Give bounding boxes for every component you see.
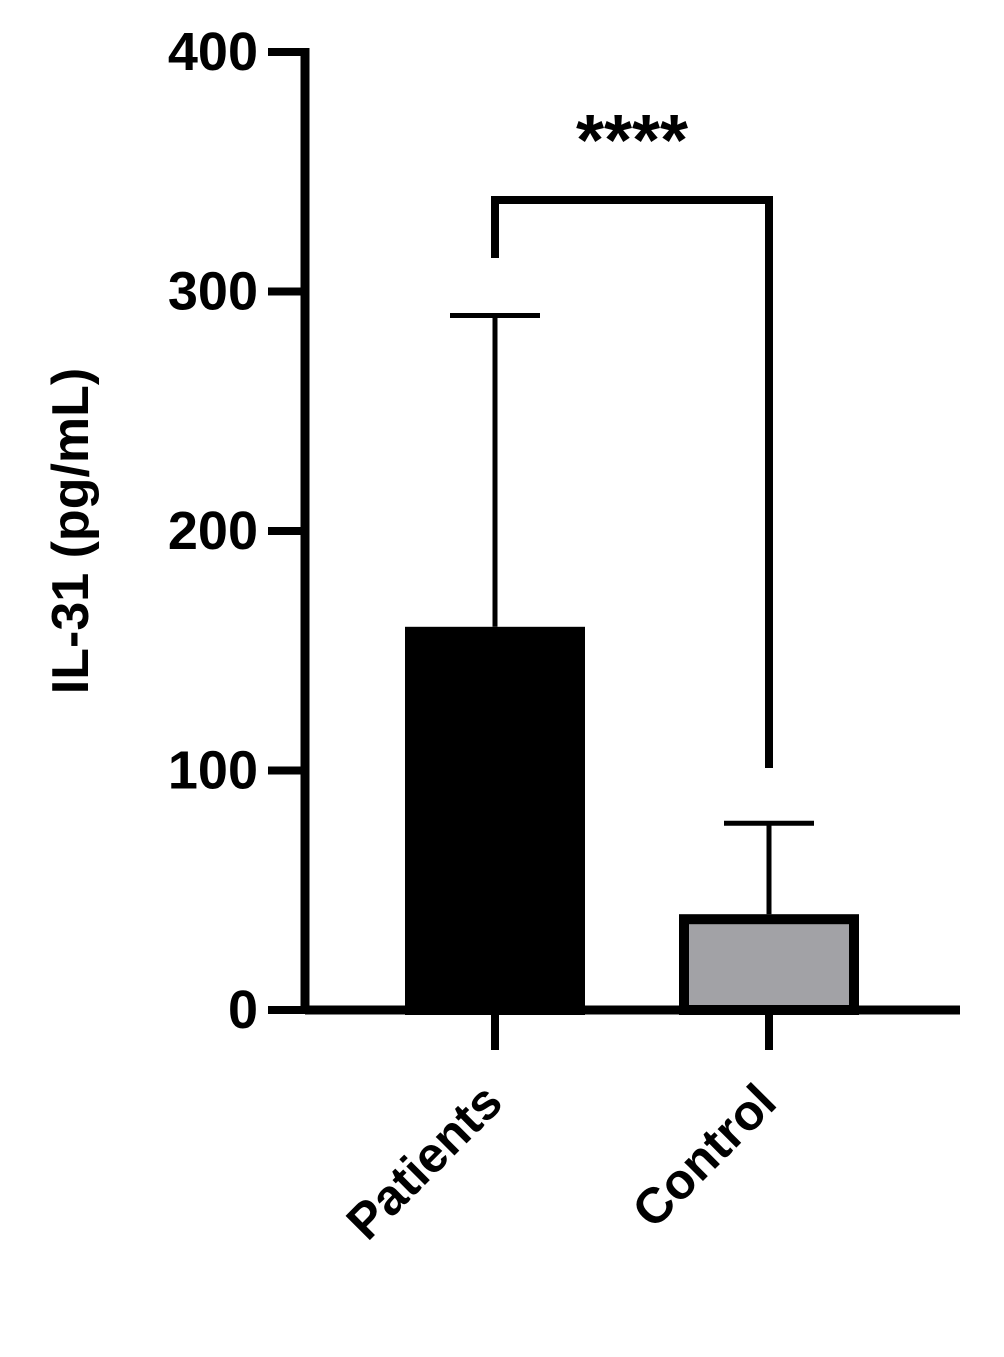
- x-tick-label: Control: [622, 1073, 787, 1238]
- y-tick-label: 0: [228, 980, 258, 1040]
- bar: [405, 626, 585, 1015]
- significance-bracket: [491, 196, 773, 768]
- significance-label: ****: [576, 101, 688, 181]
- x-tick-label: Patients: [336, 1073, 513, 1250]
- bar: [679, 914, 859, 1016]
- y-axis-label: IL-31 (pg/mL): [42, 368, 100, 694]
- y-tick-label: 300: [168, 262, 258, 322]
- y-tick-label: 200: [168, 501, 258, 561]
- y-tick-label: 400: [168, 22, 258, 82]
- y-tick-label: 100: [168, 741, 258, 801]
